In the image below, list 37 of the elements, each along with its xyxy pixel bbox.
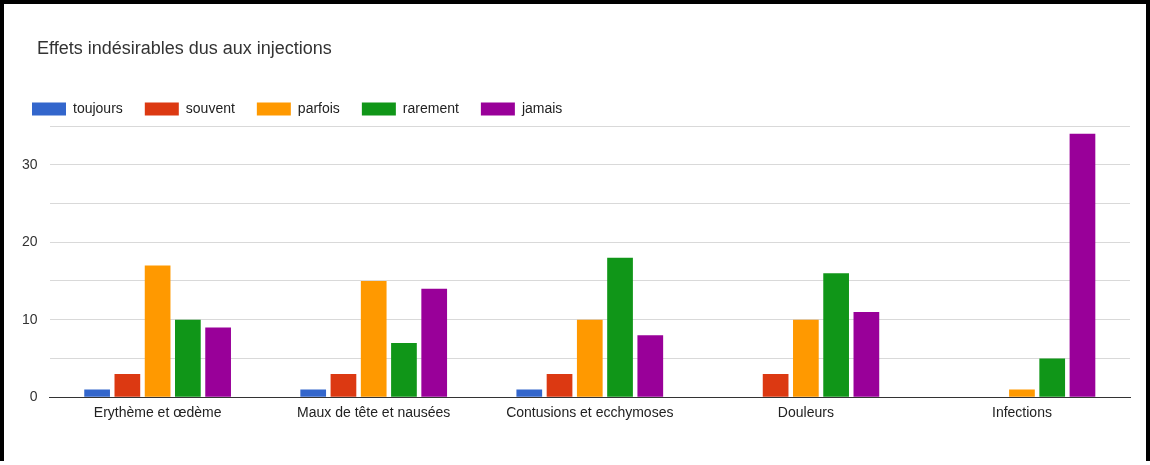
bar bbox=[144, 265, 171, 397]
x-tick-label: Contusions et ecchymoses bbox=[506, 404, 674, 421]
bar bbox=[793, 319, 819, 397]
bar bbox=[205, 327, 231, 397]
bar bbox=[1009, 389, 1035, 397]
bar bbox=[360, 280, 387, 397]
y-tick-label: 20 bbox=[21, 233, 38, 250]
bar bbox=[84, 389, 110, 397]
bar bbox=[823, 273, 849, 397]
legend-label: souvent bbox=[185, 99, 235, 116]
bar bbox=[175, 319, 201, 397]
bar bbox=[516, 389, 543, 397]
bar bbox=[637, 335, 664, 397]
y-tick-label: 30 bbox=[21, 155, 38, 172]
bar bbox=[762, 373, 789, 397]
bar bbox=[1069, 133, 1096, 397]
y-tick-label: 0 bbox=[29, 388, 38, 405]
x-tick-label: Douleurs bbox=[777, 404, 834, 421]
x-tick-label: Infections bbox=[991, 404, 1052, 421]
y-tick-label: 10 bbox=[21, 310, 38, 327]
bar bbox=[853, 311, 880, 397]
legend-label: parfois bbox=[297, 99, 340, 116]
bar bbox=[391, 342, 417, 397]
bar bbox=[330, 373, 357, 397]
chart-title: Effets indésirables dus aux injections bbox=[37, 38, 332, 59]
bar bbox=[607, 257, 633, 397]
bar bbox=[546, 373, 573, 397]
legend-label: jamais bbox=[520, 99, 563, 116]
bar bbox=[1039, 358, 1066, 397]
bar bbox=[421, 288, 448, 397]
legend-label: toujours bbox=[73, 99, 123, 116]
x-tick-label: Erythème et œdème bbox=[93, 404, 222, 421]
legend-label: rarement bbox=[402, 99, 459, 116]
x-tick-label: Maux de tête et nausées bbox=[297, 404, 451, 421]
bar bbox=[300, 389, 327, 397]
bar bbox=[576, 319, 603, 397]
bar bbox=[114, 373, 141, 397]
